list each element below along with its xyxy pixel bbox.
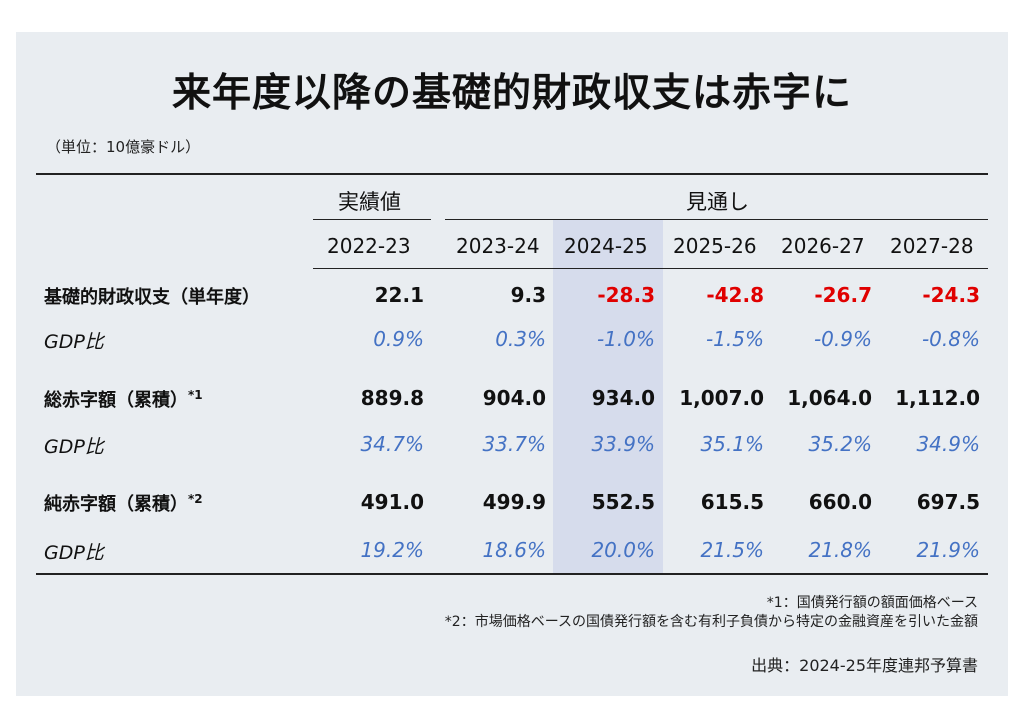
year-header: 2027-28 <box>890 234 974 258</box>
row-label-gross-deficit: 総赤字額（累積）*1 <box>44 388 203 411</box>
footnote-mark: *1 <box>188 388 203 402</box>
unit-label: （単位：10億豪ドル） <box>46 138 201 156</box>
source-note: 出典：2024-25年度連邦予算書 <box>751 656 978 675</box>
content-panel <box>16 32 1008 696</box>
gdp-ratio-cell: -1.5% <box>705 327 764 351</box>
gdp-ratio-cell: 34.7% <box>360 432 424 456</box>
gdp-ratio-cell: 21.8% <box>808 538 872 562</box>
gdp-ratio-cell: 19.2% <box>360 538 424 562</box>
value-cell: 22.1 <box>374 283 424 307</box>
value-cell: 9.3 <box>510 283 546 307</box>
value-cell: 660.0 <box>808 490 872 514</box>
gdp-ratio-cell: -0.8% <box>921 327 980 351</box>
year-header-rule <box>313 268 988 269</box>
year-header: 2024-25 <box>564 234 648 258</box>
gdp-ratio-cell: 18.6% <box>482 538 546 562</box>
value-cell: 697.5 <box>916 490 980 514</box>
row-label-primary-balance: 基礎的財政収支（単年度） <box>44 287 260 308</box>
value-cell: 934.0 <box>591 386 655 410</box>
value-cell: 1,007.0 <box>679 386 764 410</box>
value-cell-negative: -28.3 <box>597 283 655 307</box>
gdp-ratio-cell: 21.9% <box>916 538 980 562</box>
value-cell-negative: -24.3 <box>922 283 980 307</box>
value-cell: 552.5 <box>591 490 655 514</box>
year-header: 2025-26 <box>673 234 757 258</box>
gdp-ratio-label: GDP比 <box>44 331 104 353</box>
value-cell: 491.0 <box>360 490 424 514</box>
year-header: 2023-24 <box>456 234 540 258</box>
table-top-rule <box>36 173 988 175</box>
footnote-mark: *2 <box>188 492 203 506</box>
highlight-column-2024-25 <box>553 220 663 574</box>
year-header: 2022-23 <box>327 234 411 258</box>
value-cell: 1,064.0 <box>787 386 872 410</box>
value-cell: 904.0 <box>482 386 546 410</box>
gdp-ratio-cell: 33.9% <box>591 432 655 456</box>
gdp-ratio-cell: 0.3% <box>495 327 546 351</box>
gdp-ratio-cell: -0.9% <box>813 327 872 351</box>
gdp-ratio-cell: 0.9% <box>373 327 424 351</box>
value-cell-negative: -26.7 <box>814 283 872 307</box>
gdp-ratio-label: GDP比 <box>44 436 104 458</box>
value-cell: 1,112.0 <box>895 386 980 410</box>
row-label-net-deficit: 純赤字額（累積）*2 <box>44 492 203 515</box>
page-title: 来年度以降の基礎的財政収支は赤字に <box>171 71 852 116</box>
gdp-ratio-cell: 34.9% <box>916 432 980 456</box>
value-cell: 889.8 <box>360 386 424 410</box>
gdp-ratio-cell: 33.7% <box>482 432 546 456</box>
gdp-ratio-cell: -1.0% <box>596 327 655 351</box>
forecast-header: 見通し <box>686 190 749 214</box>
gdp-ratio-label: GDP比 <box>44 542 104 564</box>
gdp-ratio-cell: 35.2% <box>808 432 872 456</box>
value-cell: 615.5 <box>700 490 764 514</box>
value-cell: 499.9 <box>482 490 546 514</box>
gdp-ratio-cell: 20.0% <box>591 538 655 562</box>
actual-header-rule <box>313 219 431 220</box>
footnote-1: *1：国債発行額の額面価格ベース <box>766 595 978 611</box>
gdp-ratio-cell: 21.5% <box>700 538 764 562</box>
actual-header: 実績値 <box>338 190 401 214</box>
footnote-2: *2：市場価格ベースの国債発行額を含む有利子負債から特定の金融資産を引いた金額 <box>444 614 978 630</box>
forecast-header-rule <box>445 219 988 220</box>
value-cell-negative: -42.8 <box>706 283 764 307</box>
year-header: 2026-27 <box>781 234 865 258</box>
table-bottom-rule <box>36 573 988 575</box>
gdp-ratio-cell: 35.1% <box>700 432 764 456</box>
